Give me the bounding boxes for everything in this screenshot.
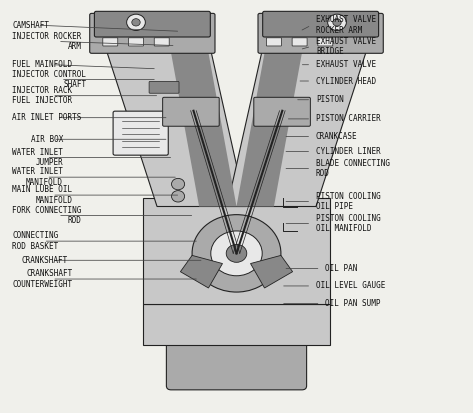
Circle shape: [226, 244, 247, 262]
FancyBboxPatch shape: [318, 38, 333, 46]
Text: PISTON CARRIER: PISTON CARRIER: [316, 114, 381, 123]
Text: PISTON COOLING
OIL MANIFOLD: PISTON COOLING OIL MANIFOLD: [316, 214, 381, 233]
Text: MAIN LUBE OIL
MANIFOLD: MAIN LUBE OIL MANIFOLD: [12, 185, 72, 205]
Text: FUEL MAINFOLD: FUEL MAINFOLD: [12, 60, 72, 69]
FancyBboxPatch shape: [154, 38, 169, 46]
Text: OIL PAN: OIL PAN: [325, 264, 358, 273]
Text: FORK CONNECTING
ROD: FORK CONNECTING ROD: [12, 206, 81, 225]
FancyBboxPatch shape: [166, 341, 307, 390]
Text: INJECTOR CONTROL
SHAFT: INJECTOR CONTROL SHAFT: [12, 70, 86, 89]
Polygon shape: [251, 255, 293, 288]
Text: WATER INLET
MANIFOLD: WATER INLET MANIFOLD: [12, 167, 63, 187]
Circle shape: [172, 178, 184, 190]
FancyBboxPatch shape: [258, 13, 383, 53]
Polygon shape: [180, 255, 222, 288]
FancyBboxPatch shape: [292, 38, 307, 46]
Text: OIL LEVEL GAUGE: OIL LEVEL GAUGE: [316, 281, 385, 290]
FancyBboxPatch shape: [90, 13, 215, 53]
Text: CRANKSHAFT
COUNTERWEIGHT: CRANKSHAFT COUNTERWEIGHT: [12, 269, 72, 289]
Text: INJECTOR RACK
FUEL INJECTOR: INJECTOR RACK FUEL INJECTOR: [12, 86, 72, 105]
Text: AIR INLET PORTS: AIR INLET PORTS: [12, 113, 81, 122]
Text: PISTON COOLING
OIL PIPE: PISTON COOLING OIL PIPE: [316, 192, 381, 211]
Text: EXHUAST VALVE
ROCKER ARM: EXHUAST VALVE ROCKER ARM: [316, 15, 376, 35]
Polygon shape: [166, 27, 307, 206]
Polygon shape: [143, 304, 330, 345]
Text: CYLINDER HEAD: CYLINDER HEAD: [316, 76, 376, 85]
Circle shape: [127, 14, 145, 31]
Polygon shape: [143, 198, 330, 304]
Circle shape: [211, 231, 262, 276]
Text: CYLINDER LINER: CYLINDER LINER: [316, 147, 381, 156]
Text: EXHAUST VALVE: EXHAUST VALVE: [316, 60, 376, 69]
FancyBboxPatch shape: [95, 11, 210, 37]
Circle shape: [172, 191, 184, 202]
FancyBboxPatch shape: [266, 38, 281, 46]
Text: PISTON: PISTON: [316, 95, 344, 104]
Polygon shape: [96, 19, 246, 206]
FancyBboxPatch shape: [163, 97, 219, 126]
FancyBboxPatch shape: [129, 38, 143, 46]
FancyBboxPatch shape: [149, 81, 179, 93]
Polygon shape: [227, 19, 377, 206]
Text: CRANKCASE: CRANKCASE: [316, 132, 358, 141]
Text: WATER INLET
JUMPER: WATER INLET JUMPER: [12, 148, 63, 167]
Text: CRANKSHAFT: CRANKSHAFT: [21, 256, 68, 265]
Text: INJECTOR ROCKER
ARM: INJECTOR ROCKER ARM: [12, 32, 81, 51]
FancyBboxPatch shape: [113, 111, 168, 155]
Text: OIL PAN SUMP: OIL PAN SUMP: [325, 299, 381, 308]
FancyBboxPatch shape: [103, 38, 118, 46]
Circle shape: [132, 19, 140, 26]
Circle shape: [328, 14, 346, 31]
Circle shape: [192, 215, 281, 292]
Text: CAMSHAFT: CAMSHAFT: [12, 21, 49, 30]
Text: AIR BOX: AIR BOX: [31, 135, 63, 144]
Text: CONNECTING
ROD BASKET: CONNECTING ROD BASKET: [12, 231, 58, 251]
FancyBboxPatch shape: [254, 97, 310, 126]
FancyBboxPatch shape: [263, 11, 378, 37]
Text: BLADE CONNECTING
ROD: BLADE CONNECTING ROD: [316, 159, 390, 178]
Text: EXHAUST VALVE
BRIDGE: EXHAUST VALVE BRIDGE: [316, 37, 376, 56]
Circle shape: [333, 19, 341, 26]
